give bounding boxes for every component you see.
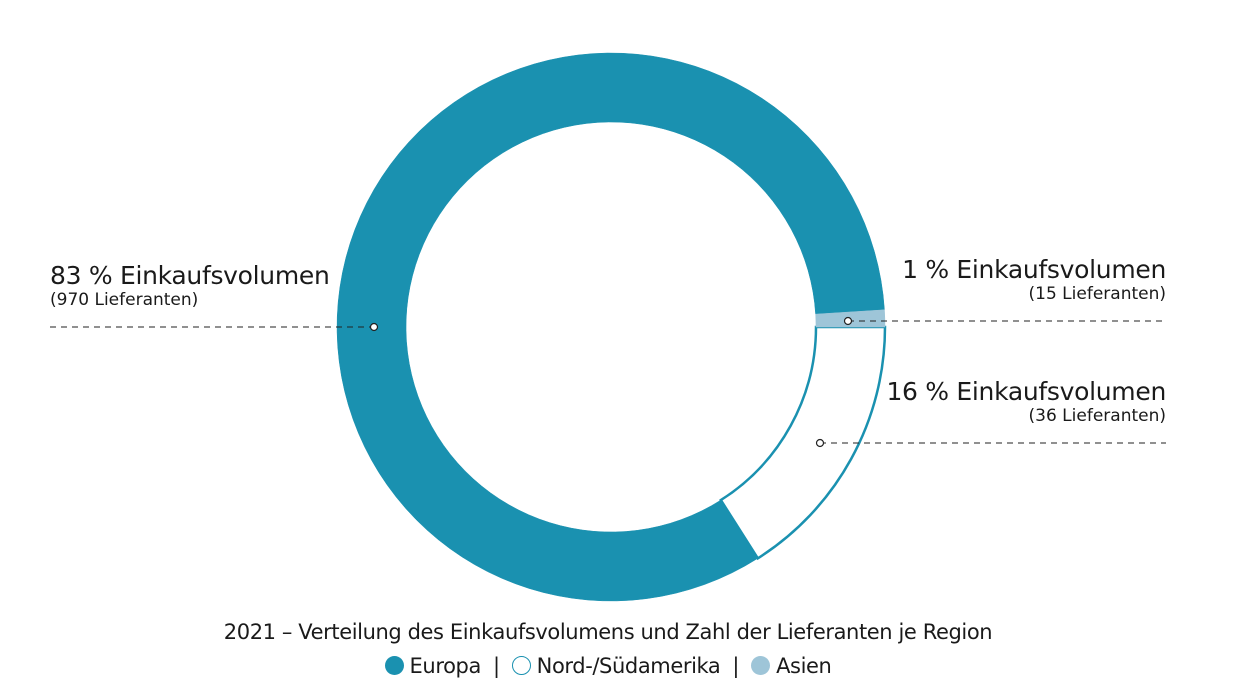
legend-swatch-amerika	[511, 656, 531, 675]
legend-swatch-asien	[751, 656, 771, 675]
leader-marker-amerika	[815, 438, 825, 448]
leader-marker-asien	[843, 316, 853, 326]
legend-label-amerika: Nord-/Südamerika	[536, 654, 721, 678]
legend-separator: |	[732, 654, 740, 678]
legend-swatch-europa	[384, 656, 404, 675]
legend-separator: |	[492, 654, 500, 678]
label-europa: 83 % Einkaufsvolumen (970 Lieferanten)	[50, 261, 330, 310]
legend-label-asien: Asien	[776, 654, 832, 678]
donut-segment-amerika	[719, 325, 887, 561]
chart-title: 2021 – Verteilung des Einkaufsvolumens u…	[223, 620, 993, 644]
leader-marker-europa	[369, 322, 379, 332]
label-asien-value: 1 % Einkaufsvolumen	[902, 255, 1166, 284]
label-asien-suppliers: (15 Lieferanten)	[1028, 284, 1166, 304]
label-asien: 1 % Einkaufsvolumen (15 Lieferanten)	[902, 255, 1166, 304]
label-amerika-suppliers: (36 Lieferanten)	[1028, 406, 1166, 426]
legend-label-europa: Europa	[409, 654, 482, 678]
label-europa-suppliers: (970 Lieferanten)	[50, 290, 199, 310]
label-europa-value: 83 % Einkaufsvolumen	[50, 261, 330, 290]
legend-item-amerika: Nord-/Südamerika	[511, 654, 721, 678]
legend-item-europa: Europa	[384, 654, 482, 678]
legend: Europa | Nord-/Südamerika | Asien	[0, 654, 1216, 678]
label-amerika: 16 % Einkaufsvolumen (36 Lieferanten)	[886, 377, 1166, 426]
donut-segment-europa	[336, 52, 885, 602]
label-amerika-value: 16 % Einkaufsvolumen	[886, 377, 1166, 406]
legend-item-asien: Asien	[751, 654, 832, 678]
